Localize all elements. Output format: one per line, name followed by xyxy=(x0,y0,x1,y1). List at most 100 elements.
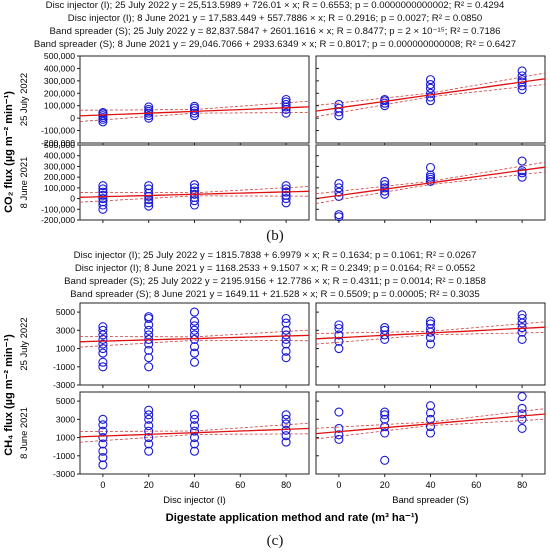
subplot-c-2-2 xyxy=(315,391,546,477)
data-point xyxy=(334,183,344,193)
data-point xyxy=(98,420,108,430)
data-point xyxy=(425,428,436,438)
data-point xyxy=(98,108,108,118)
data-point xyxy=(144,439,154,449)
data-point xyxy=(281,99,291,110)
ci-lower-line xyxy=(316,171,545,204)
data-point xyxy=(281,353,291,363)
data-point xyxy=(98,197,108,207)
data-point xyxy=(380,94,390,105)
column-label: Disc injector (I) xyxy=(163,494,226,505)
data-point xyxy=(144,421,154,431)
ci-lower-line xyxy=(80,339,309,348)
y-tick-label: 3000 xyxy=(56,414,75,424)
plot-frame xyxy=(79,55,310,144)
y-tick-label: 3000 xyxy=(56,325,75,335)
data-point xyxy=(380,183,390,193)
y-tick-label: 5000 xyxy=(56,396,75,406)
equation-b-1: Disc injector (I); 25 July 2022 y = 25,5… xyxy=(45,0,505,11)
x-tick-label: 80 xyxy=(281,480,291,490)
data-point xyxy=(144,181,154,191)
data-point xyxy=(380,325,390,335)
data-point xyxy=(281,437,291,447)
data-point xyxy=(144,111,154,121)
data-point xyxy=(425,319,436,329)
y-tick-label: 500,000 xyxy=(44,140,75,150)
data-point xyxy=(517,392,527,402)
data-point xyxy=(380,410,390,420)
ci-lower-line xyxy=(80,112,309,122)
y-tick-label: 100,000 xyxy=(44,101,75,111)
y-tick-label: 0 xyxy=(70,194,75,204)
data-point xyxy=(281,431,291,441)
equation-c-3: Band spreader (S); 25 July 2022 y = 2195… xyxy=(64,276,486,287)
data-point xyxy=(189,183,200,193)
data-point xyxy=(144,330,154,340)
data-point xyxy=(334,210,344,220)
data-point xyxy=(517,71,527,81)
data-point xyxy=(425,316,436,326)
data-point xyxy=(144,198,154,208)
data-point xyxy=(189,316,200,326)
fit-line xyxy=(316,166,545,200)
data-point xyxy=(189,446,200,456)
data-point xyxy=(189,342,200,352)
data-point xyxy=(425,75,436,85)
data-point xyxy=(144,353,154,363)
data-point xyxy=(98,446,108,456)
equation-c-4: Band spreader (S); 8 June 2021 y = 1649.… xyxy=(70,289,480,300)
y-tick-label: -1000 xyxy=(53,451,75,461)
y-tick-label: 300,000 xyxy=(44,161,75,171)
data-point xyxy=(98,339,108,349)
y-tick-label: 200,000 xyxy=(44,88,75,98)
data-point xyxy=(425,422,436,432)
column-label: Band spreader (S) xyxy=(392,494,469,505)
ci-upper-line xyxy=(80,329,309,338)
x-tick-label: 40 xyxy=(425,480,435,490)
data-point xyxy=(425,401,436,411)
x-tick-label: 0 xyxy=(100,480,105,490)
ci-upper-line xyxy=(80,100,309,111)
data-point xyxy=(98,357,108,367)
data-point xyxy=(281,194,291,204)
y-axis-title: CH₄ flux (µg m⁻² min⁻¹) xyxy=(3,334,15,456)
ci-lower-line xyxy=(316,418,545,440)
row-label: 25 July 2022 xyxy=(18,317,29,370)
data-point xyxy=(380,189,390,199)
data-point xyxy=(517,66,527,76)
row-label: 8 June 2021 xyxy=(18,157,29,209)
subplot-c-1-2 xyxy=(315,302,546,388)
data-point xyxy=(98,334,108,344)
data-point xyxy=(380,323,390,333)
subplot-b-1-2 xyxy=(315,55,546,146)
equation-c-1: Disc injector (I); 25 July 2022 y = 1815… xyxy=(73,250,477,261)
data-point xyxy=(98,181,108,191)
y-tick-label: 1000 xyxy=(56,433,75,443)
y-tick-label: 5000 xyxy=(56,307,75,317)
x-tick-label: 0 xyxy=(336,480,341,490)
data-point xyxy=(144,184,154,194)
data-point xyxy=(281,419,291,429)
data-point xyxy=(144,405,154,415)
fit-line xyxy=(316,413,545,435)
data-point xyxy=(281,94,291,105)
ci-lower-line xyxy=(80,195,309,203)
data-point xyxy=(380,414,390,424)
y-tick-label: 400,000 xyxy=(44,151,75,161)
data-point xyxy=(334,179,344,189)
data-point xyxy=(98,426,108,436)
y-tick-label: 1000 xyxy=(56,344,75,354)
data-point xyxy=(189,357,200,367)
y-tick-label: 400,000 xyxy=(44,63,75,73)
x-tick-label: 60 xyxy=(471,480,481,490)
data-point xyxy=(189,421,200,431)
y-tick-label: -1000 xyxy=(53,362,75,372)
data-point xyxy=(98,200,108,210)
y-tick-label: -200,000 xyxy=(41,138,75,148)
data-point xyxy=(517,423,527,433)
data-point xyxy=(425,80,436,90)
plot-frame xyxy=(315,302,546,386)
data-point xyxy=(144,201,154,211)
data-point xyxy=(98,362,108,372)
ci-upper-line xyxy=(80,422,309,432)
